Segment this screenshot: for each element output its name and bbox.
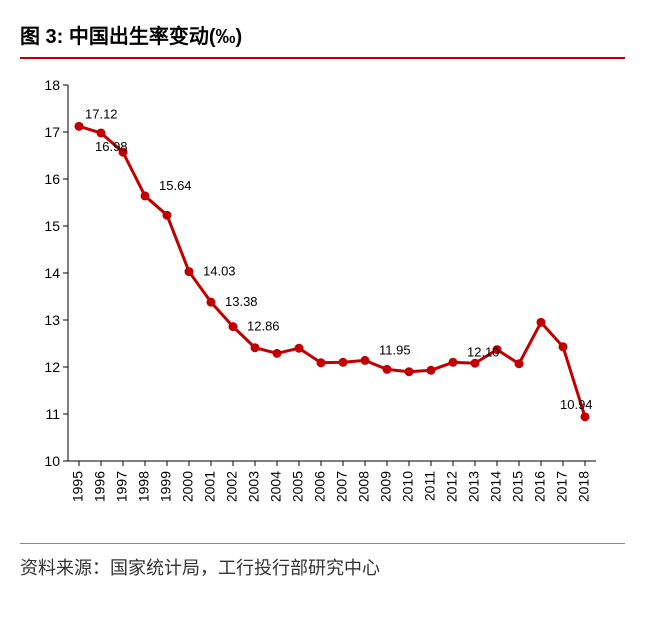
svg-text:13.38: 13.38 (225, 294, 258, 309)
birth-rate-chart: 10 11 12 13 14 15 16 17 18 1995 1996 1997 1998 1999 20… (30, 71, 610, 531)
svg-text:2012: 2012 (444, 471, 460, 502)
svg-text:2009: 2009 (378, 471, 394, 502)
svg-text:12: 12 (44, 359, 60, 375)
svg-text:1997: 1997 (114, 471, 130, 502)
svg-text:12.10: 12.10 (467, 344, 500, 359)
svg-text:2005: 2005 (290, 471, 306, 502)
svg-text:15: 15 (44, 218, 60, 234)
svg-text:2017: 2017 (554, 471, 570, 502)
svg-text:11.95: 11.95 (379, 342, 411, 357)
svg-text:10: 10 (44, 453, 60, 469)
source-text: 资料来源：国家统计局，工行投行部研究中心 (20, 554, 625, 580)
svg-text:2018: 2018 (576, 471, 592, 502)
svg-text:15.64: 15.64 (159, 178, 192, 193)
top-rule (20, 57, 625, 59)
svg-text:17: 17 (44, 124, 60, 140)
svg-text:16.98: 16.98 (95, 139, 128, 154)
svg-text:11: 11 (45, 406, 60, 422)
svg-text:2006: 2006 (312, 471, 328, 502)
svg-text:13: 13 (44, 312, 60, 328)
svg-text:2003: 2003 (246, 471, 262, 502)
svg-text:16: 16 (44, 171, 60, 187)
svg-text:2013: 2013 (466, 471, 482, 502)
svg-text:2014: 2014 (488, 471, 504, 502)
bottom-rule (20, 543, 625, 544)
chart-title: 图 3: 中国出生率变动(‰) (20, 20, 625, 49)
svg-text:17.12: 17.12 (85, 106, 118, 121)
svg-text:14: 14 (44, 265, 60, 281)
svg-text:2008: 2008 (356, 471, 372, 502)
svg-text:2016: 2016 (532, 471, 548, 502)
svg-text:1999: 1999 (158, 471, 174, 502)
svg-text:2007: 2007 (334, 471, 350, 502)
svg-text:1995: 1995 (70, 471, 86, 502)
svg-text:1996: 1996 (92, 471, 108, 502)
svg-text:12.86: 12.86 (247, 319, 280, 334)
svg-text:2011: 2011 (422, 471, 438, 501)
svg-text:10.94: 10.94 (560, 397, 593, 412)
svg-text:2015: 2015 (510, 471, 526, 502)
svg-text:1998: 1998 (136, 471, 152, 502)
svg-text:14.03: 14.03 (203, 264, 236, 279)
svg-text:2004: 2004 (268, 471, 284, 502)
svg-text:2000: 2000 (180, 471, 196, 502)
svg-text:2001: 2001 (202, 471, 218, 502)
svg-text:2002: 2002 (224, 471, 240, 502)
svg-text:2010: 2010 (400, 471, 416, 502)
chart-svg: 10 11 12 13 14 15 16 17 18 1995 1996 1997 1998 1999 20… (30, 71, 610, 531)
svg-text:18: 18 (44, 77, 60, 93)
